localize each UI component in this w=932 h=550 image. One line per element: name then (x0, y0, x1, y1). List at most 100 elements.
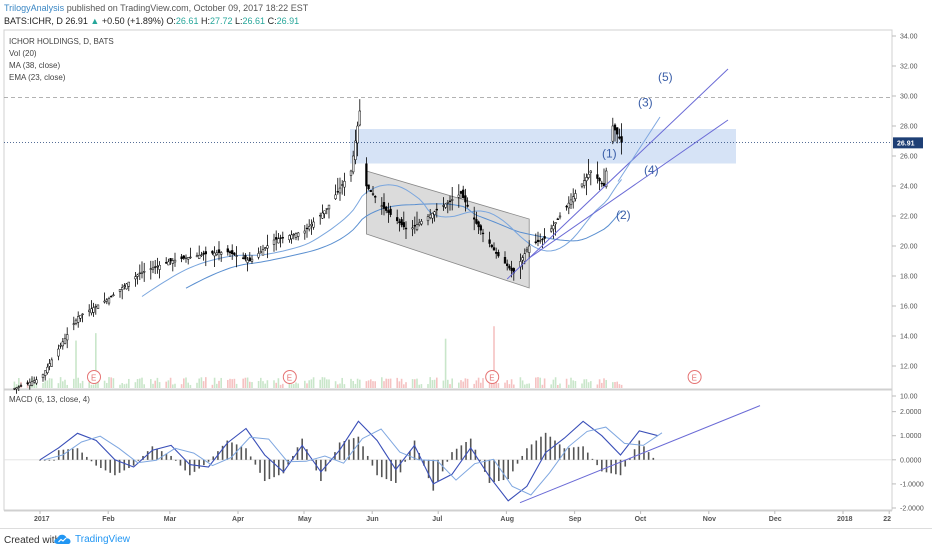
volume-bar (491, 383, 493, 388)
candle-body (488, 239, 491, 244)
volume-bar (433, 379, 436, 388)
descending-channel (365, 170, 530, 289)
volume-bar (396, 377, 398, 388)
legend-title[interactable]: ICHOR HOLDINGS, D, BATS (9, 37, 114, 46)
time-tick-label: Oct (635, 516, 647, 523)
candle-body (171, 260, 174, 264)
macd-histogram-bar (343, 441, 346, 460)
volume-bar (590, 381, 592, 388)
candle-body (462, 189, 465, 199)
tradingview-brand[interactable]: TradingView (54, 533, 130, 545)
legend-macd[interactable]: MACD (6, 13, close, 4) (9, 395, 90, 404)
price-tick-label: 32.00 (900, 64, 918, 71)
legend-ma[interactable]: MA (38, close) (9, 61, 60, 70)
volume-bar (543, 378, 546, 388)
trendline-lower (528, 119, 729, 259)
chart-canvas[interactable]: (1) (2) (3) (4) (5) E E E E 34.00 32.00 30.00 28.0… (0, 0, 932, 528)
volume-bar (57, 383, 60, 388)
volume-bar (308, 380, 310, 388)
macd-histogram-bar (207, 459, 210, 462)
volume-bar (559, 383, 561, 388)
volume-bar (158, 382, 161, 388)
candle-body (259, 251, 262, 253)
volume-bar (524, 384, 526, 388)
macd-histogram-bar (554, 440, 556, 460)
macd-tick-label: -1.0000 (900, 481, 924, 488)
macd-histogram-bar (624, 459, 627, 467)
candle-body (334, 194, 337, 200)
volume-bar (414, 379, 416, 388)
legend-ema[interactable]: EMA (23, close) (9, 73, 66, 82)
candle-body (292, 233, 295, 236)
earnings-marker-label: E (287, 374, 292, 383)
candle-body (574, 193, 577, 199)
macd-histogram-bar (184, 459, 186, 471)
candle-body (61, 341, 64, 347)
price-axis[interactable]: 34.00 32.00 30.00 28.00 26.00 24.00 22.00 20.00… (892, 34, 923, 401)
candle-body (187, 257, 190, 260)
volume-bar (81, 380, 84, 388)
candle-body (156, 265, 159, 268)
macd-histogram-bar (535, 440, 538, 460)
volume-bar (18, 378, 20, 388)
candle-body (404, 227, 408, 230)
cloud-logo-icon (54, 534, 71, 544)
candle-body (264, 247, 267, 249)
candle-body (442, 205, 445, 207)
volume-bar (75, 340, 77, 388)
volume-bar (477, 377, 480, 388)
candle-body (343, 180, 346, 188)
macd-histogram-bar (123, 459, 126, 471)
volume-bar (618, 384, 621, 388)
main-pane-border (3, 29, 893, 390)
macd-histogram-bar (301, 438, 303, 460)
macd-histogram-bar (427, 459, 430, 479)
candle-body (165, 262, 168, 264)
macd-histogram-bar (137, 459, 140, 461)
candle-body (365, 163, 368, 187)
macd-histogram-bar (577, 446, 580, 460)
candle-body (303, 230, 306, 234)
macd-histogram-bar (530, 444, 533, 460)
volume-bar (79, 383, 82, 388)
candle-body (602, 183, 606, 187)
candle-body (198, 255, 201, 259)
candle-body (105, 299, 108, 302)
candle-body (411, 227, 414, 230)
macd-histogram-bar (179, 459, 182, 466)
publish-line: TrilogyAnalysis published on TradingView… (4, 2, 308, 15)
macd-histogram-bar (249, 456, 252, 460)
volume-bar (356, 378, 359, 388)
macd-histogram-bar (165, 453, 168, 460)
macd-histogram-bar (306, 449, 308, 460)
candle-body (521, 257, 524, 261)
volume-bar (264, 383, 266, 388)
author-link[interactable]: TrilogyAnalysis (4, 3, 65, 13)
macd-histogram-bar (114, 459, 116, 476)
volume-bar (585, 379, 588, 388)
volume-bar (495, 382, 497, 388)
macd-histogram-bar (104, 459, 107, 471)
candle-body (140, 271, 144, 274)
macd-axis[interactable]: 2.0000 1.0000 0.0000 -1.0000 -2.0000 (892, 409, 924, 513)
candle-body (44, 370, 47, 376)
volume-bar (488, 381, 491, 388)
candle-body (558, 215, 562, 218)
macd-histogram-bar (521, 455, 524, 460)
legend-vol[interactable]: Vol (20) (9, 49, 37, 58)
macd-histogram-bar (395, 459, 397, 483)
volume-bar (42, 382, 44, 388)
volume-bar (398, 381, 401, 388)
time-axis[interactable]: 2017 Feb Mar Apr May Jun Jul Aug Sep Oct Nov Dec 201… (34, 511, 891, 523)
macd-histogram-bar (231, 442, 233, 460)
candle-body (380, 205, 383, 207)
candle-body (149, 268, 152, 270)
volume-bar (154, 380, 156, 388)
volume-bar (612, 382, 614, 388)
macd-histogram-bar (526, 448, 528, 460)
change-label: +0.50 (+1.89%) (101, 16, 164, 26)
volume-bar (97, 379, 99, 388)
volume-bar (35, 382, 38, 388)
volume-bar (167, 380, 170, 388)
candle-body (19, 385, 23, 387)
